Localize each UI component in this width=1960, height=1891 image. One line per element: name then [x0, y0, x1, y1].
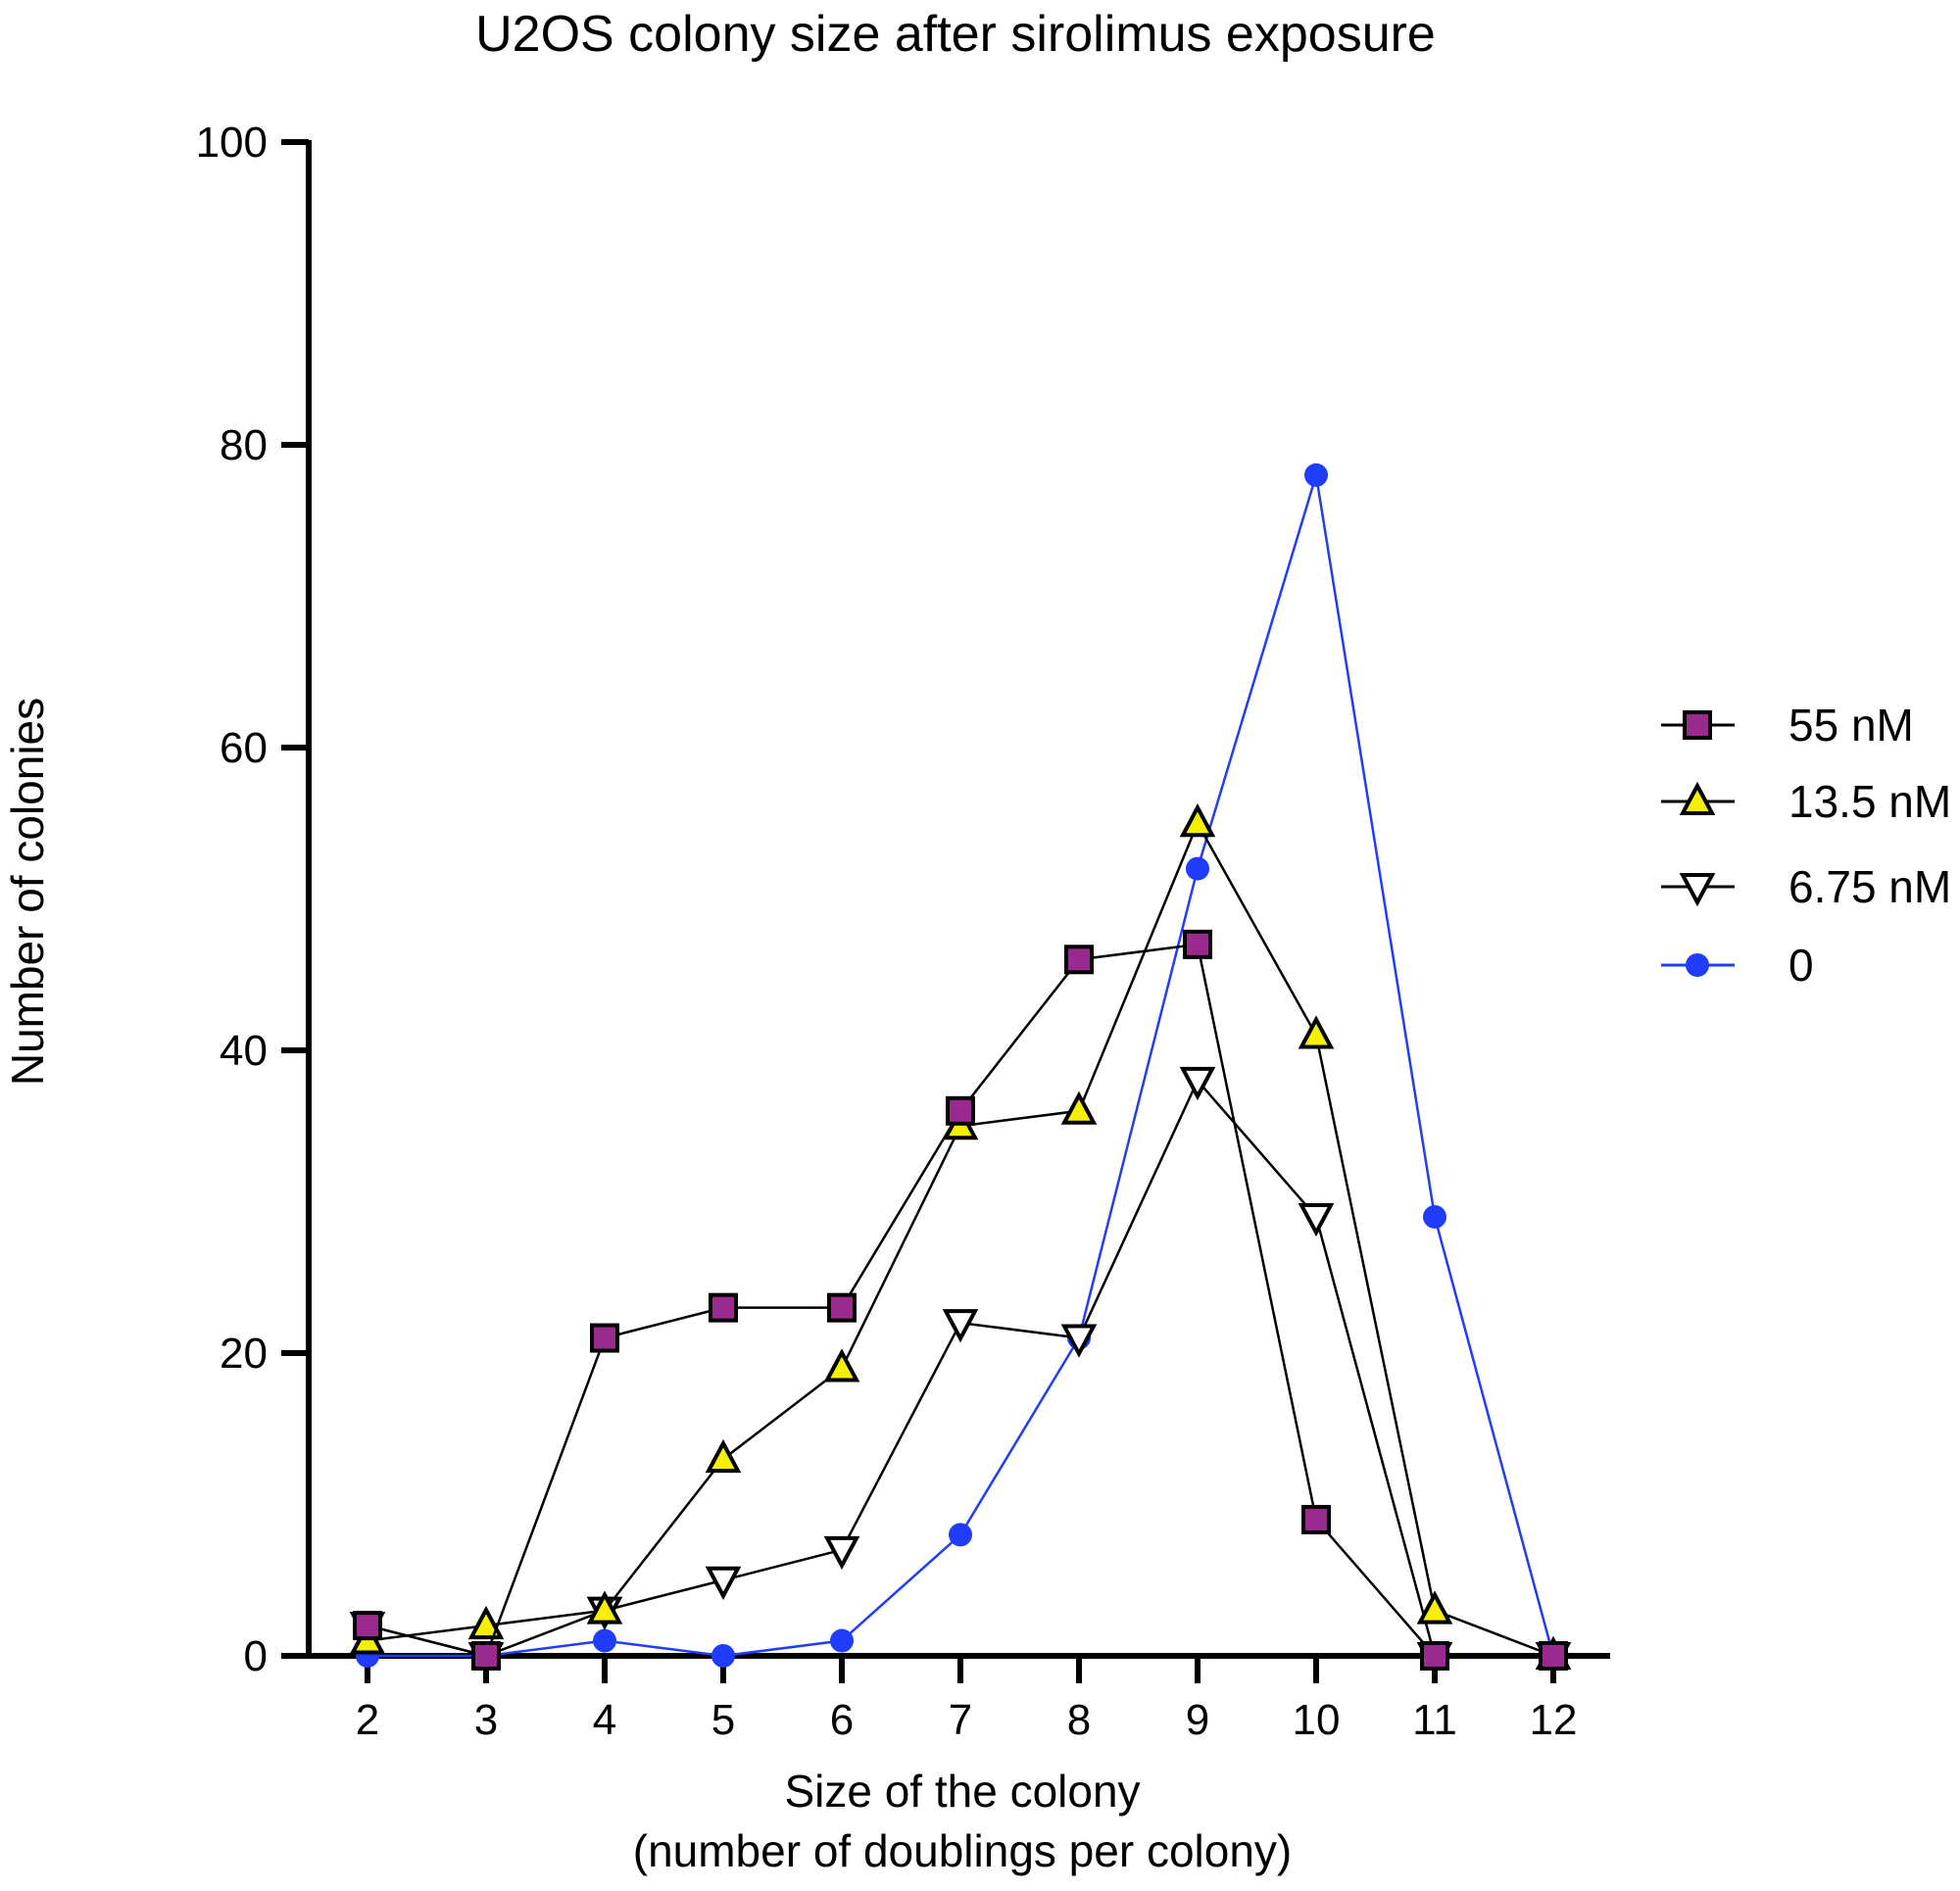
x-tick-label: 9 [1186, 1696, 1209, 1744]
data-point [946, 1095, 975, 1126]
x-tick-label: 3 [474, 1696, 498, 1744]
legend-marker [1679, 873, 1716, 907]
data-point [1179, 803, 1216, 838]
data-point [1304, 462, 1328, 487]
data-point [1186, 856, 1209, 881]
data-point [942, 1309, 979, 1343]
legend-label: 55 nM [1788, 700, 1914, 751]
x-axis-title-line1: Size of the colony [784, 1766, 1140, 1817]
series-line [367, 1078, 1553, 1658]
y-axis-title: Number of colonies [2, 698, 53, 1086]
y-tick-label: 0 [244, 1632, 268, 1680]
legend-entry: 55 nM [1661, 700, 1914, 751]
legend-marker [1679, 781, 1716, 815]
data-point [709, 1292, 738, 1323]
x-tick-label: 2 [356, 1696, 379, 1744]
data-point [1420, 1641, 1449, 1671]
legend-entry: 0 [1661, 940, 1814, 991]
series-0 [356, 462, 1565, 1668]
data-point [1179, 1066, 1216, 1101]
data-point [353, 1611, 382, 1641]
x-tick-label: 5 [711, 1696, 735, 1744]
data-point [949, 1523, 972, 1547]
y-tick-label: 100 [196, 119, 268, 167]
legend-marker [1686, 953, 1709, 977]
data-point [1301, 1504, 1331, 1534]
legend-label: 6.75 nM [1788, 861, 1951, 912]
x-tick-label: 10 [1293, 1696, 1341, 1744]
data-point [1298, 1015, 1335, 1049]
data-point [471, 1641, 501, 1671]
data-point [1060, 1324, 1098, 1358]
data-point [590, 1323, 619, 1353]
data-point [1064, 945, 1094, 975]
legend-entry: 13.5 nM [1661, 776, 1951, 827]
y-tick-label: 40 [220, 1027, 268, 1075]
x-tick-label: 8 [1067, 1696, 1091, 1744]
legend-label: 13.5 nM [1788, 776, 1951, 827]
data-point [705, 1438, 742, 1474]
data-point [711, 1644, 735, 1668]
y-tick-label: 20 [220, 1330, 268, 1378]
data-point [705, 1566, 742, 1600]
legend: 55 nM 13.5 nM 6.75 nM 0 [1661, 700, 1951, 991]
data-point [1539, 1641, 1568, 1671]
series-layer [349, 462, 1572, 1676]
y-tick-label: 80 [220, 421, 268, 469]
axes: 0 20 40 60 80 100 2 3 4 5 6 7 8 9 10 11 12 [196, 119, 1610, 1744]
x-tick-label: 6 [830, 1696, 854, 1744]
data-point [467, 1605, 505, 1640]
series-line [368, 474, 1555, 1658]
x-tick-label: 12 [1530, 1696, 1578, 1744]
legend-label: 0 [1788, 940, 1814, 991]
data-point [1060, 1091, 1098, 1125]
series-line [367, 943, 1553, 1658]
data-point [1416, 1590, 1453, 1624]
data-point [830, 1628, 854, 1653]
chart-title: U2OS colony size after sirolimus exposur… [475, 6, 1436, 63]
data-point [827, 1292, 857, 1323]
data-point [1298, 1202, 1335, 1237]
y-tick-label: 60 [220, 724, 268, 772]
data-point [823, 1535, 860, 1571]
legend-entry: 6.75 nM [1661, 861, 1951, 912]
x-tick-label: 7 [949, 1696, 972, 1744]
series-55-nm [353, 929, 1568, 1671]
x-tick-label: 11 [1412, 1696, 1457, 1744]
data-point [593, 1628, 616, 1653]
data-point [823, 1348, 860, 1382]
data-point [586, 1590, 623, 1624]
x-axis-title-line2: (number of doublings per colony) [633, 1825, 1292, 1876]
data-point [1183, 929, 1212, 959]
x-tick-label: 4 [593, 1696, 616, 1744]
legend-marker [1683, 710, 1712, 740]
data-point [1423, 1204, 1446, 1229]
